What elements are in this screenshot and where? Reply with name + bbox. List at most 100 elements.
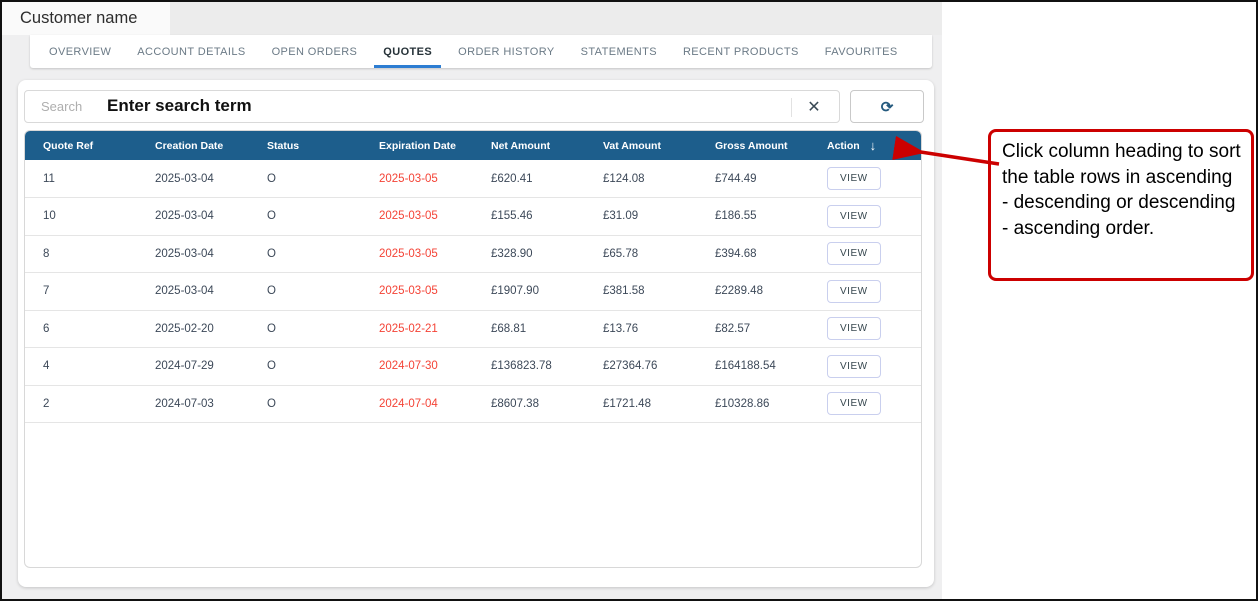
- cell-expiration-date: 2024-07-04: [361, 385, 473, 423]
- tab-favourites[interactable]: FAVOURITES: [824, 45, 898, 58]
- cell-net-amount: £328.90: [473, 235, 585, 273]
- cell-net-amount: £155.46: [473, 197, 585, 236]
- cell-vat-amount: £31.09: [585, 197, 697, 236]
- tab-open-orders[interactable]: OPEN ORDERS: [271, 45, 358, 58]
- view-button[interactable]: VIEW: [827, 204, 881, 228]
- cell-creation-date: 2025-03-04: [137, 197, 249, 236]
- cell-gross-amount: £186.55: [697, 197, 809, 236]
- cell-action: VIEW: [809, 272, 921, 311]
- tab-overview[interactable]: OVERVIEW: [49, 45, 112, 58]
- cell-creation-date: 2025-03-04: [137, 235, 249, 273]
- cell-status: O: [249, 385, 361, 423]
- view-button[interactable]: VIEW: [827, 317, 881, 341]
- table-row: 4 2024-07-29 O 2024-07-30 £136823.78 £27…: [25, 347, 921, 386]
- cell-action: VIEW: [809, 235, 921, 273]
- quotes-panel: Search Enter search term ✕ ⟳ Quote Ref C…: [18, 80, 934, 587]
- view-button[interactable]: VIEW: [827, 167, 881, 190]
- cell-net-amount: £620.41: [473, 160, 585, 198]
- cell-expiration-date: 2025-03-05: [361, 160, 473, 198]
- quotes-table-body: 11 2025-03-04 O 2025-03-05 £620.41 £124.…: [25, 160, 921, 423]
- cell-quote-ref: 6: [25, 310, 137, 348]
- tab-quotes[interactable]: QUOTES: [370, 35, 445, 68]
- view-button[interactable]: VIEW: [827, 354, 881, 378]
- cell-net-amount: £136823.78: [473, 347, 585, 386]
- col-gross-amount[interactable]: Gross Amount: [697, 131, 809, 160]
- navbar: OVERVIEW ACCOUNT DETAILS OPEN ORDERS QUO…: [30, 35, 932, 68]
- cell-vat-amount: £27364.76: [585, 347, 697, 386]
- annotation-callout: Click column heading to sort the table r…: [988, 129, 1254, 281]
- cell-expiration-date: 2025-03-05: [361, 197, 473, 236]
- cell-quote-ref: 4: [25, 347, 137, 386]
- cell-vat-amount: £65.78: [585, 235, 697, 273]
- cell-expiration-date: 2025-02-21: [361, 310, 473, 348]
- cell-vat-amount: £13.76: [585, 310, 697, 348]
- view-button[interactable]: VIEW: [827, 392, 881, 416]
- col-status[interactable]: Status: [249, 131, 361, 160]
- cell-net-amount: £1907.90: [473, 272, 585, 311]
- clear-search-icon[interactable]: ✕: [797, 91, 831, 122]
- search-divider: [791, 98, 792, 117]
- cell-quote-ref: 10: [25, 197, 137, 236]
- search-annotation-text: Enter search term: [107, 96, 252, 115]
- view-button[interactable]: VIEW: [827, 279, 881, 303]
- col-action-label: Action: [827, 140, 860, 152]
- cell-status: O: [249, 160, 361, 198]
- cell-status: O: [249, 310, 361, 348]
- cell-status: O: [249, 235, 361, 273]
- table-header-row: Quote Ref Creation Date Status Expiratio…: [25, 131, 921, 160]
- cell-status: O: [249, 272, 361, 311]
- cell-action: VIEW: [809, 310, 921, 348]
- search-input[interactable]: Search Enter search term ✕: [24, 90, 840, 123]
- cell-gross-amount: £10328.86: [697, 385, 809, 423]
- quotes-table: Quote Ref Creation Date Status Expiratio…: [24, 130, 922, 568]
- cell-expiration-date: 2025-03-05: [361, 235, 473, 273]
- view-button[interactable]: VIEW: [827, 242, 881, 266]
- table-row: 7 2025-03-04 O 2025-03-05 £1907.90 £381.…: [25, 272, 921, 311]
- cell-action: VIEW: [809, 160, 921, 198]
- cell-expiration-date: 2025-03-05: [361, 272, 473, 311]
- cell-quote-ref: 8: [25, 235, 137, 273]
- sort-descending-icon[interactable]: ↓: [869, 138, 877, 153]
- cell-gross-amount: £744.49: [697, 160, 809, 198]
- table-row: 6 2025-02-20 O 2025-02-21 £68.81 £13.76 …: [25, 310, 921, 348]
- cell-quote-ref: 7: [25, 272, 137, 311]
- cell-vat-amount: £381.58: [585, 272, 697, 311]
- cell-creation-date: 2025-03-04: [137, 272, 249, 311]
- tab-recent-products[interactable]: RECENT PRODUCTS: [682, 45, 799, 58]
- col-quote-ref[interactable]: Quote Ref: [25, 131, 137, 160]
- col-expiration-date[interactable]: Expiration Date: [361, 131, 473, 160]
- search-placeholder: Search: [41, 99, 83, 114]
- cell-action: VIEW: [809, 385, 921, 423]
- customer-name-label: Customer name: [20, 9, 138, 27]
- cell-gross-amount: £2289.48: [697, 272, 809, 311]
- cell-gross-amount: £82.57: [697, 310, 809, 348]
- col-net-amount[interactable]: Net Amount: [473, 131, 585, 160]
- tab-account-details[interactable]: ACCOUNT DETAILS: [137, 45, 246, 58]
- cell-quote-ref: 2: [25, 385, 137, 423]
- cell-creation-date: 2024-07-29: [137, 347, 249, 386]
- table-row: 11 2025-03-04 O 2025-03-05 £620.41 £124.…: [25, 160, 921, 198]
- col-creation-date[interactable]: Creation Date: [137, 131, 249, 160]
- cell-gross-amount: £164188.54: [697, 347, 809, 386]
- tab-statements[interactable]: STATEMENTS: [580, 45, 657, 58]
- cell-vat-amount: £1721.48: [585, 385, 697, 423]
- cell-vat-amount: £124.08: [585, 160, 697, 198]
- cell-action: VIEW: [809, 347, 921, 386]
- refresh-icon[interactable]: ⟳: [850, 90, 924, 123]
- annotation-callout-text: Click column heading to sort the table r…: [1002, 141, 1241, 239]
- cell-status: O: [249, 347, 361, 386]
- table-row: 2 2024-07-03 O 2024-07-04 £8607.38 £1721…: [25, 385, 921, 423]
- cell-creation-date: 2025-03-04: [137, 160, 249, 198]
- cell-status: O: [249, 197, 361, 236]
- cell-action: VIEW: [809, 197, 921, 236]
- cell-creation-date: 2025-02-20: [137, 310, 249, 348]
- cell-creation-date: 2024-07-03: [137, 385, 249, 423]
- cell-net-amount: £8607.38: [473, 385, 585, 423]
- col-action[interactable]: Action ↓: [809, 131, 921, 160]
- col-vat-amount[interactable]: Vat Amount: [585, 131, 697, 160]
- tab-order-history[interactable]: ORDER HISTORY: [458, 45, 555, 58]
- cell-expiration-date: 2024-07-30: [361, 347, 473, 386]
- cell-quote-ref: 11: [25, 160, 137, 198]
- customer-name-tab[interactable]: Customer name: [2, 2, 170, 35]
